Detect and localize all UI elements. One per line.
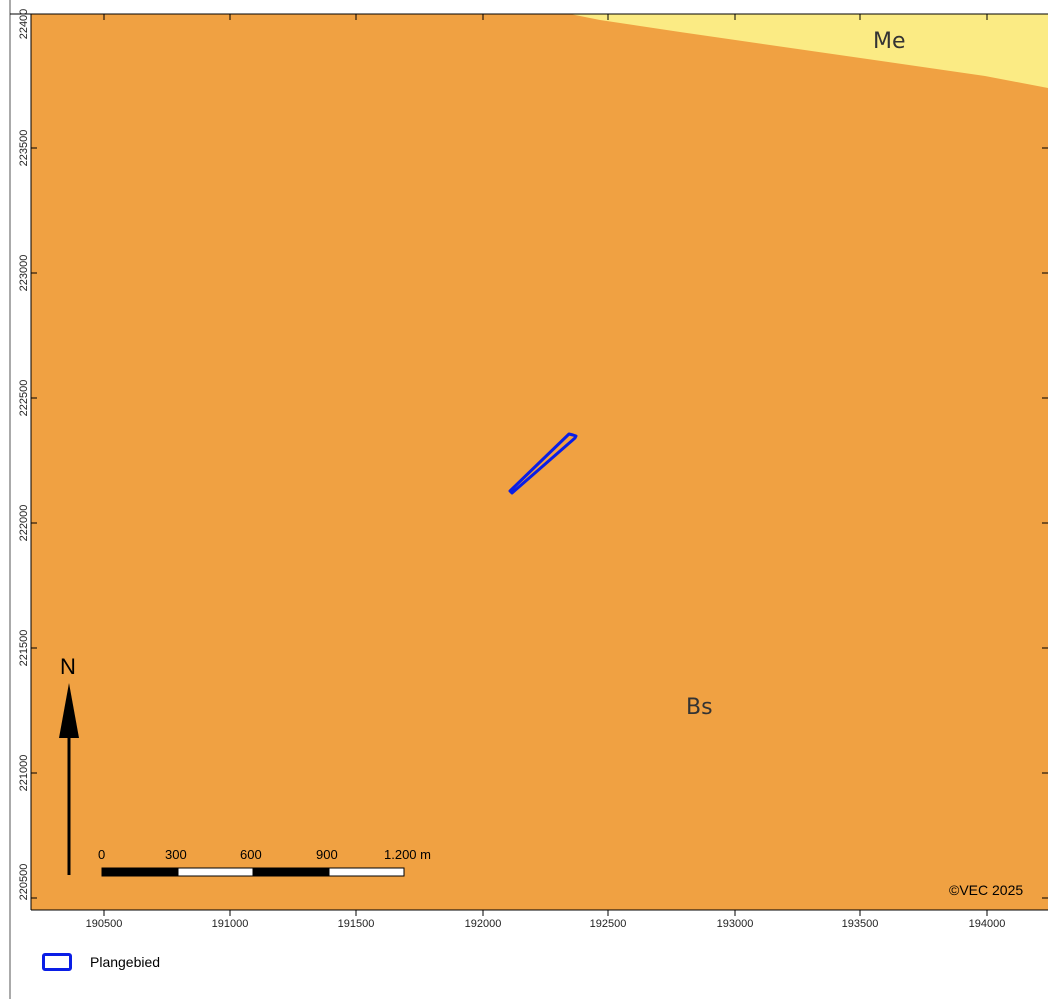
north-arrow-head — [59, 683, 79, 738]
y-tick-label: 221000 — [18, 755, 30, 792]
scale-bar-segment-2 — [177, 867, 254, 877]
plangebied-legend-label: Plangebied — [90, 954, 161, 970]
y-tick-label: 223000 — [18, 255, 30, 292]
zone-me — [570, 14, 1048, 88]
x-tick-label: 191500 — [338, 918, 375, 930]
x-tick-label: 194000 — [969, 918, 1006, 930]
zone-label-me: Me — [873, 29, 906, 54]
scale-label: 1.200 m — [384, 847, 431, 862]
scale-label: 0 — [98, 847, 105, 862]
scale-bar-segment-3 — [253, 868, 329, 876]
scale-label: 600 — [240, 847, 262, 862]
legend: Plangebied — [42, 950, 160, 974]
scale-label: 900 — [316, 847, 338, 862]
x-tick-label: 190500 — [86, 918, 123, 930]
scale-bar: 0 300 600 900 1.200 m — [98, 847, 431, 877]
y-tick-label: 221500 — [18, 630, 30, 667]
copyright-text: ©VEC 2025 — [949, 882, 1023, 898]
y-axis: 22400 223500 223000 222500 222000 221500… — [18, 9, 1048, 901]
plan-area-outline[interactable] — [508, 432, 578, 495]
scale-bar-outline — [101, 867, 405, 877]
map-area[interactable]: Me Bs N 0 300 600 900 1.200 m ©VEC 2025 — [31, 14, 1048, 910]
x-tick-label: 193000 — [717, 918, 754, 930]
scale-bar-segment-4 — [328, 867, 405, 877]
y-tick-label: 223500 — [18, 130, 30, 167]
x-tick-label: 192500 — [590, 918, 627, 930]
y-tick-label: 220500 — [18, 864, 30, 901]
north-arrow-label: N — [60, 654, 76, 679]
zone-label-bs: Bs — [686, 695, 713, 720]
y-tick-label: 22400 — [18, 9, 30, 40]
x-tick-label: 192000 — [465, 918, 502, 930]
y-tick-label: 222000 — [18, 505, 30, 542]
scale-label: 300 — [165, 847, 187, 862]
y-tick-label: 222500 — [18, 380, 30, 417]
north-arrow: N — [59, 654, 79, 875]
scale-bar-segment-1 — [102, 868, 178, 876]
plangebied-legend-swatch — [42, 953, 72, 971]
x-axis: 190500 191000 191500 192000 192500 19300… — [86, 14, 1006, 930]
x-tick-label: 193500 — [842, 918, 879, 930]
x-tick-label: 191000 — [212, 918, 249, 930]
